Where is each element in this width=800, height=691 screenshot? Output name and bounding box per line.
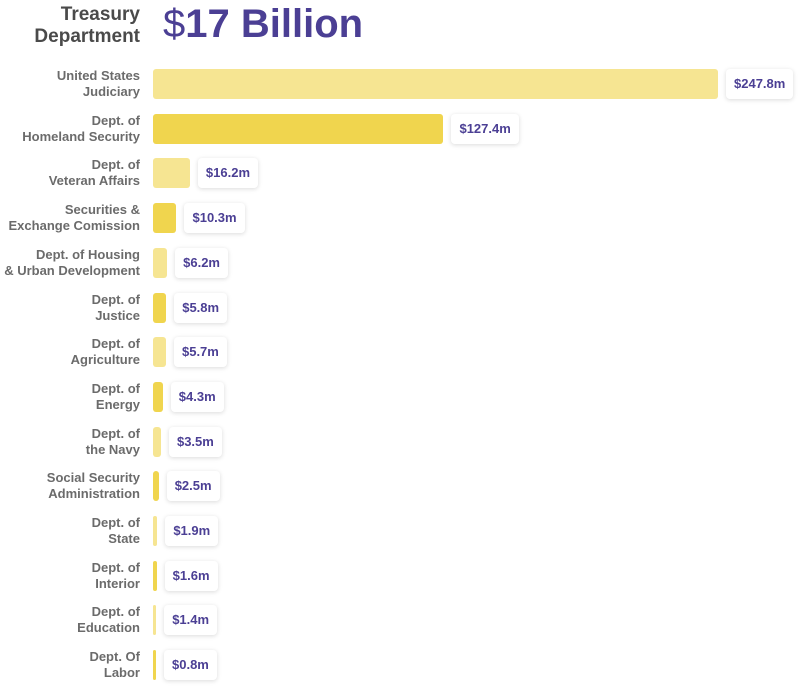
category-label: Dept. of Education [77,604,140,636]
bar-row: Dept. of Energy $4.3m [0,375,800,419]
category-label: Dept. of Homeland Security [22,112,140,144]
bar-row: Social Security Administration $2.5m [0,464,800,508]
bar [153,337,166,368]
value-label: $5.8m [174,292,228,323]
bar [153,560,157,591]
value-label: $1.4m [164,605,218,636]
category-label: Dept. of Housing & Urban Development [4,246,140,278]
dollar-sign: $ [163,2,186,46]
bar [153,113,444,144]
bar-row: Dept. of Veteran Affairs $16.2m [0,151,800,195]
bar-row: Securities & Exchange Comission $10.3m [0,196,800,240]
bar [153,650,156,681]
value-label: $1.6m [164,560,218,591]
bar-row: Dept. of Homeland Security $127.4m [0,107,800,151]
bar [153,247,168,278]
value-label: $6.2m [175,247,228,278]
value-label: $3.5m [168,426,222,457]
value-label: $5.7m [173,337,227,368]
bar [153,471,159,502]
bar-row: Dept. of Education $1.4m [0,598,800,642]
bar [153,426,161,457]
value-label: $4.3m [170,381,224,412]
value-label: $127.4m [451,113,519,144]
category-label: Dept. of the Navy [85,425,140,457]
value-label: $247.8m [726,69,794,99]
category-label: Dept. of Agriculture [70,336,140,368]
category-label: Dept. of Justice [91,291,140,323]
category-label: Dept. Of Labor [89,649,140,681]
bar [153,516,158,546]
category-label: Dept. of Veteran Affairs [48,157,140,189]
category-label: Dept. of Energy [91,380,140,412]
bar-row: Dept. of the Navy $3.5m [0,420,800,464]
bar [153,605,157,636]
bar-row: Dept. of Agriculture $5.7m [0,330,800,374]
bar-row: Dept. of Interior $1.6m [0,554,800,598]
department-title: Treasury Department [34,4,140,47]
bar-row: Dept. Of Labor $0.8m [0,643,800,687]
bar-row: Dept. of Justice $5.8m [0,286,800,330]
bar-row: Dept. of State $1.9m [0,509,800,553]
value-label: $2.5m [166,471,220,502]
bar-row: Dept. of Housing & Urban Development $6.2… [0,241,800,285]
category-label: Dept. of State [91,515,140,546]
bar [153,158,190,189]
bar [153,203,177,234]
category-label: Securities & Exchange Comission [8,202,140,234]
total-amount: $17 Billion [163,2,363,47]
value-label: $10.3m [184,203,245,234]
category-label: Social Security Administration [46,470,140,502]
bar [153,292,167,323]
value-label: $0.8m [164,650,217,681]
value-label: $16.2m [197,158,259,189]
amount-value: 17 Billion [185,2,364,46]
bar [153,69,718,99]
bar [153,381,163,412]
bar-row: United States Judiciary $247.8m [0,62,800,106]
category-label: United States Judiciary [56,68,140,99]
category-label: Dept. of Interior [91,559,140,591]
value-label: $1.9m [165,516,219,546]
